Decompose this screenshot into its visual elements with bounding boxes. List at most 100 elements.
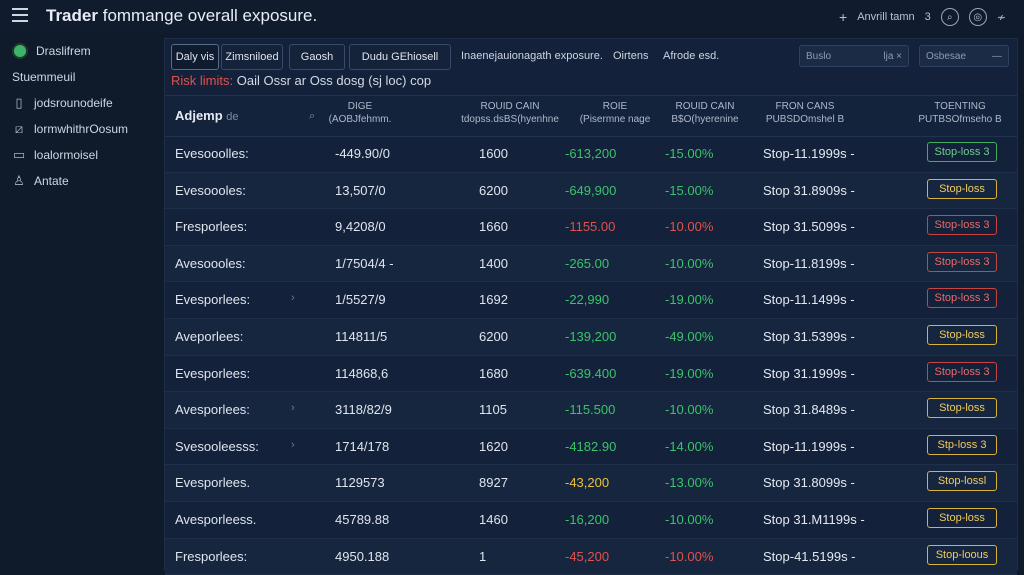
table-row[interactable]: Avesporleess. 45789.88 1460 -16,200 -10.00% S…	[165, 502, 1017, 539]
stop-loss-button[interactable]: Stp-loss 3	[927, 434, 997, 455]
stop-loss-button[interactable]: Stop-loss 3	[927, 361, 997, 382]
stop-loss-button[interactable]: Stop-loss 3	[927, 288, 997, 309]
sidebar-item-label: Stuemmeuil	[12, 70, 76, 84]
sidebar-item-models[interactable]: ▭ loalormoisel	[0, 142, 160, 168]
table-row[interactable]: Aveporlees: 114811/5 6200 -139,200 -49.00% St…	[165, 318, 1017, 356]
position-pnl: -16,200	[565, 511, 610, 527]
filter-placeholder: Osbesae	[926, 50, 967, 62]
sidebar-item-documents[interactable]: ▯ jodsrounodeife	[0, 90, 160, 116]
filter-menu-icon: —	[992, 50, 1002, 62]
column-header-pnl[interactable]: ROIE (Pisermne nage	[575, 100, 655, 126]
column-header-line1: DIGE	[347, 101, 373, 112]
stop-loss-button[interactable]: Stop-loous	[927, 544, 997, 565]
position-quantity: 6200	[479, 328, 508, 344]
table-row[interactable]: Evesoooles: 13,507/0 6200 -649,900 -15.00% St…	[165, 172, 1017, 210]
stop-level: Stop 31.5099s -	[763, 219, 855, 235]
column-header-name[interactable]: Adjemp de	[175, 108, 239, 123]
stop-loss-button[interactable]: Stop-loss	[927, 398, 997, 419]
stop-loss-button[interactable]: Stop-loss	[927, 324, 997, 345]
breadcrumb-alerts[interactable]: Afrode esd.	[663, 50, 720, 62]
column-header-action[interactable]: TOENTING PUTBSOfmseho B	[905, 100, 1015, 126]
search-badge[interactable]: lja ×	[883, 50, 902, 62]
menu-icon[interactable]	[12, 8, 28, 22]
main-panel: Daly vis Zimsniloed Gaosh Dudu GEhiosell…	[164, 38, 1018, 575]
table-row[interactable]: Evesporlees. 1129573 8927 -43,200 -13.00% Sto…	[165, 465, 1017, 502]
breadcrumb-orders[interactable]: Oirtens	[613, 50, 649, 62]
position-name: Evesporlees.	[175, 475, 251, 491]
table-row[interactable]: Evesporlees: 1/5527/9 1692 -22,990 -19.00% St…	[165, 282, 1017, 319]
app-title: Trader fommange overall exposure.	[46, 6, 317, 26]
position-name: Avesporlees:	[175, 402, 250, 418]
table-row[interactable]: Avesoooles: 1/7504/4 - 1400 -265.00 -10.00% S…	[165, 245, 1017, 283]
position-name: Aveporlees:	[175, 328, 244, 344]
position-quantity: 1105	[479, 402, 507, 418]
risk-label: Risk limits:	[171, 73, 234, 88]
tab-graph[interactable]: Gaosh	[289, 44, 345, 70]
column-header-name-label: Adjemp	[175, 108, 223, 123]
stop-loss-button[interactable]: Stop-loss	[927, 507, 997, 528]
tab-daily[interactable]: Daly vis	[171, 44, 219, 70]
table-row[interactable]: Fresporlees: 4950.188 1 -45,200 -10.00% Stop-…	[165, 538, 1017, 575]
position-pnl-percent: -14.00%	[665, 438, 714, 454]
position-size: 1129573	[335, 475, 385, 491]
stop-level: Stop-11.1999s -	[763, 146, 855, 161]
add-icon[interactable]: +	[839, 9, 848, 25]
stop-loss-button[interactable]: Stop-loss	[927, 178, 997, 199]
sort-icon[interactable]: ⌕	[309, 110, 316, 122]
column-header-line1: TOENTING	[934, 101, 986, 112]
risk-text: Oail Ossr ar Oss dosg (sj loc) cop	[236, 73, 432, 88]
stop-level: Stop-11.1499s -	[763, 292, 855, 308]
position-name: Svesooleesss:	[175, 438, 259, 454]
app-title-rest: fommange overall exposure.	[102, 6, 318, 25]
table-row[interactable]: Avesporlees: 3118/82/9 1105 -115.500 -10.00%…	[165, 392, 1017, 429]
sidebar-item-label: jodsrounodeife	[34, 96, 113, 110]
user-icon[interactable]: ⌕	[940, 8, 959, 26]
account-count: 3	[924, 11, 931, 23]
position-pnl: -139,200	[565, 328, 617, 344]
settings-icon[interactable]: ◎	[968, 8, 987, 26]
tab-details[interactable]: Dudu GEhiosell	[349, 44, 451, 70]
sidebar-item-dashboard[interactable]: Stuemmeuil	[0, 64, 160, 90]
position-pnl-percent: -10.00%	[665, 402, 714, 418]
position-pnl: -649,900	[565, 182, 617, 198]
stop-loss-button[interactable]: Stop-lossl	[927, 471, 997, 492]
sidebar-item-account[interactable]: ♙ Antate	[0, 168, 160, 194]
table-row[interactable]: Fresporlees: 9,4208/0 1660 -1155.00 -10.00% S…	[165, 209, 1017, 246]
table-row[interactable]: Svesooleesss: 1714/178 1620 -4182.90 -14.00%…	[165, 429, 1017, 466]
position-pnl: -43,200	[565, 475, 610, 491]
expand-chevron-icon[interactable]: ›	[291, 438, 295, 451]
position-size: 1714/178	[335, 438, 390, 454]
position-size: 1/5527/9	[335, 292, 386, 308]
column-header-line2: B$O(hyerenine	[671, 114, 739, 125]
tab-summary[interactable]: Zimsniloed	[221, 44, 283, 70]
column-header-line2: (AOBJfehmm.	[328, 114, 392, 125]
expand-chevron-icon[interactable]: ›	[291, 292, 295, 305]
position-size: 1/7504/4 -	[335, 255, 394, 271]
breadcrumb-exposure[interactable]: Inaenejauionagath exposure.	[461, 50, 603, 62]
chart-icon: ⧄	[14, 121, 24, 136]
table-row[interactable]: Evesooolles: -449.90/0 1600 -613,200 -15.00%…	[165, 136, 1017, 173]
stop-loss-button[interactable]: Stop-loss 3	[927, 215, 997, 236]
stop-level: Stop 31.5399s -	[763, 328, 855, 344]
column-header-line2: (Pisermne nage	[579, 114, 651, 125]
stop-loss-button[interactable]: Stop-loss 3	[927, 142, 997, 162]
column-header-line2: tdopss.dsBS(hyenhne	[461, 114, 559, 125]
column-header-stop[interactable]: FRON CANS PUBSDOmshel B	[755, 100, 855, 126]
column-header-pct[interactable]: ROUID CAIN B$O(hyerenine	[655, 100, 755, 126]
sidebar-item-brand[interactable]: Draslifrem	[0, 38, 160, 64]
column-header-qty[interactable]: ROUID CAIN tdopss.dsBS(hyenhne	[435, 100, 585, 126]
position-pnl: -613,200	[565, 146, 617, 161]
table-row[interactable]: Evesporlees: 114868,6 1680 -639.400 -19.00% S…	[165, 356, 1017, 393]
expand-chevron-icon[interactable]: ›	[291, 402, 295, 415]
position-name: Avesoooles:	[175, 255, 246, 271]
position-size: 114811/5	[335, 328, 388, 344]
search-input[interactable]: Buslo lja ×	[799, 45, 909, 67]
filter-select[interactable]: Osbesae —	[919, 45, 1009, 67]
stop-loss-button[interactable]: Stop-loss 3	[927, 251, 997, 272]
stop-level: Stop-41.5199s -	[763, 548, 856, 564]
column-header-size[interactable]: DIGE (AOBJfehmm.	[315, 100, 405, 126]
sidebar-item-reports[interactable]: ⧄ lormwhithrOosum	[0, 116, 160, 142]
account-label[interactable]: Anvrill tamn	[857, 11, 915, 23]
position-pnl-percent: -19.00%	[665, 292, 714, 308]
collapse-icon[interactable]: ≁	[996, 11, 1006, 24]
